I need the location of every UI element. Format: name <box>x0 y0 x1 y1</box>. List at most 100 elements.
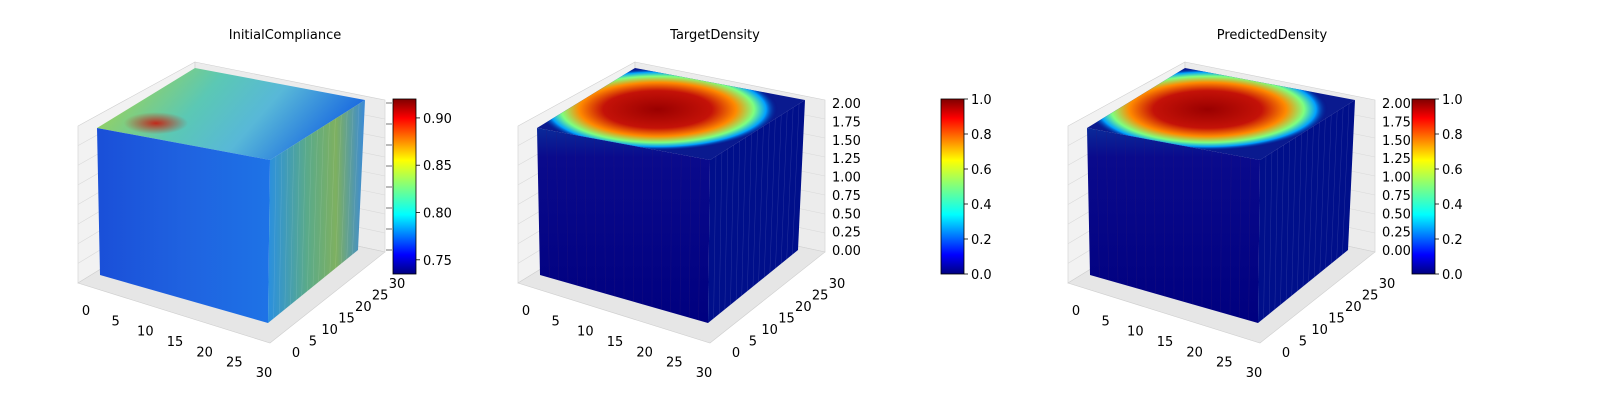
voxel-streak <box>584 136 587 289</box>
y-tick-label: 30 <box>389 277 406 292</box>
voxel-streak <box>623 143 625 300</box>
x-tick-label: 20 <box>196 345 213 360</box>
voxel-grid <box>329 118 336 273</box>
z-tick-label: 0.50 <box>1382 207 1411 222</box>
x-tick-label: 20 <box>1186 345 1203 360</box>
colorbar-tick-label: 1.0 <box>971 93 992 108</box>
y-tick-label: 20 <box>1345 300 1362 315</box>
colorbar-tick-label: 0.0 <box>971 268 992 283</box>
z-tick-label: 1.00 <box>1382 171 1411 186</box>
colorbar-tick-label: 0.2 <box>1442 233 1463 248</box>
voxel-grid <box>346 107 354 260</box>
voxel-streak <box>1239 156 1242 318</box>
chart-panel: 0510152025300510152025300.000.250.500.75… <box>1067 28 1463 381</box>
voxel-grid <box>1297 133 1302 292</box>
voxel-streak <box>1125 135 1128 286</box>
voxel-streak <box>1173 143 1175 300</box>
colorbar-tick-label: 0.6 <box>971 163 992 178</box>
x-tick-label: 5 <box>112 314 120 329</box>
chart-title: TargetDensity <box>669 28 760 43</box>
voxel-grid <box>324 122 330 278</box>
voxel-grid <box>1319 118 1326 273</box>
hotspot-overlay <box>97 68 365 160</box>
voxel-streak <box>613 142 615 297</box>
voxel-streak <box>698 158 701 321</box>
voxel-grid <box>786 107 794 260</box>
voxel-grid <box>1302 129 1308 287</box>
voxel-grid <box>752 129 758 287</box>
y-tick-label: 25 <box>812 289 829 304</box>
x-tick-label: 30 <box>696 366 713 381</box>
voxel-grid <box>1280 144 1284 305</box>
y-tick-label: 25 <box>372 289 389 304</box>
voxel-grid <box>290 144 294 305</box>
y-tick-label: 0 <box>292 346 300 361</box>
colorbar-tick-label: 0.75 <box>423 254 452 269</box>
voxel-grid <box>758 126 764 282</box>
z-tick-label: 2.00 <box>1382 97 1411 112</box>
voxel-streak <box>546 129 550 278</box>
x-tick-label: 30 <box>1246 366 1263 381</box>
x-tick-label: 15 <box>607 335 624 350</box>
voxel-grid <box>1325 114 1332 269</box>
y-tick-label: 10 <box>1311 323 1328 338</box>
voxel-grid <box>273 156 277 319</box>
colorbar-tick-label: 0.4 <box>971 198 992 213</box>
voxel-grid <box>1285 141 1290 301</box>
y-tick-label: 15 <box>778 312 795 327</box>
y-tick-label: 30 <box>1379 277 1396 292</box>
z-tick-label: 1.50 <box>1382 134 1411 149</box>
z-tick-label: 0.75 <box>1382 189 1411 204</box>
voxel-streak <box>1096 129 1100 278</box>
voxel-grid <box>747 133 752 292</box>
voxel-grid <box>318 126 324 282</box>
voxel-grid <box>335 114 342 269</box>
x-tick-label: 10 <box>137 325 154 340</box>
colorbar <box>392 98 417 275</box>
voxel-grid <box>307 133 312 292</box>
z-tick-label: 1.75 <box>1382 115 1411 130</box>
z-tick-label: 0.25 <box>832 226 861 241</box>
x-tick-label: 0 <box>522 304 530 319</box>
voxel-grid <box>792 103 800 255</box>
voxel-grid <box>1291 137 1296 296</box>
voxel-streak <box>1211 151 1213 310</box>
voxel-grid <box>295 141 300 301</box>
colorbar-tick-label: 0.8 <box>971 128 992 143</box>
z-tick-label: 0.00 <box>1382 244 1411 259</box>
z-tick-label: 1.25 <box>832 152 861 167</box>
y-tick-label: 25 <box>1362 289 1379 304</box>
voxel-grid <box>340 111 348 264</box>
y-tick-label: 20 <box>795 300 812 315</box>
voxel-grid <box>352 103 360 255</box>
colorbar-tick-label: 0.0 <box>1442 268 1463 283</box>
voxel-grid <box>719 152 723 314</box>
voxel-grid <box>769 118 776 273</box>
chart-title: InitialCompliance <box>229 28 342 43</box>
voxel-streak <box>689 156 692 318</box>
y-tick-label: 0 <box>732 346 740 361</box>
voxel-streak <box>575 135 578 286</box>
x-tick-label: 15 <box>167 335 184 350</box>
voxel-streak <box>1220 152 1222 313</box>
colorbar <box>940 98 965 275</box>
chart-panel: 0510152025300510152025300.000.250.500.75… <box>517 28 992 381</box>
density-overlay <box>537 68 805 160</box>
voxel-streak <box>1115 133 1119 284</box>
voxel-streak <box>1163 142 1165 297</box>
y-tick-label: 10 <box>761 323 778 338</box>
voxel-grid <box>1263 156 1267 319</box>
voxel-grid <box>279 152 283 314</box>
voxel-grid <box>735 141 740 301</box>
x-tick-label: 20 <box>636 345 653 360</box>
cube-side-face <box>1258 100 1355 323</box>
density-overlay <box>1087 68 1355 160</box>
voxel-grid <box>1342 103 1350 255</box>
colorbar <box>1411 98 1436 275</box>
voxel-streak <box>555 131 559 281</box>
voxel-grid <box>284 148 288 310</box>
cube-side-face <box>708 100 805 323</box>
y-tick-label: 5 <box>749 335 757 350</box>
z-tick-label: 1.25 <box>1382 152 1411 167</box>
